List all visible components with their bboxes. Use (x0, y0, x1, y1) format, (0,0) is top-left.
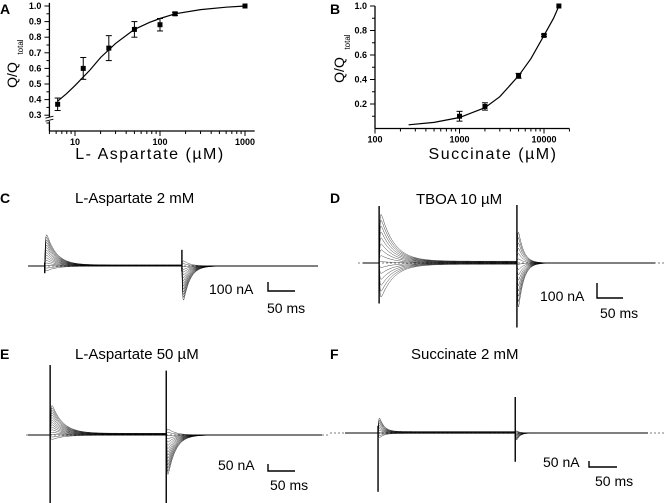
current-trace (28, 249, 318, 284)
data-point (80, 65, 86, 71)
y-tick-label: 1.0 (29, 1, 42, 11)
x-tick-label: 10 (70, 137, 80, 147)
panel-f-scale-x-label: 50 ms (595, 473, 633, 489)
current-trace (363, 231, 655, 298)
panel-a-axes: 10 100 1000 0.3 0.4 0.5 0.6 0.7 0.8 0.9 1.0 (29, 1, 255, 147)
data-point (556, 3, 562, 9)
panel-a: A 10 100 1000 0.3 0.4 0.5 0.6 0.7 0.8 0.9 1.0 L- A… (0, 1, 255, 163)
axis-break-gap (46, 117, 53, 122)
x-tick-label: 1000 (449, 135, 469, 145)
data-point (172, 11, 178, 17)
current-trace (345, 419, 648, 440)
y-tick-label: 0.6 (354, 50, 367, 60)
panel-b-marks (408, 3, 562, 126)
y-tick-label: 0.5 (29, 79, 42, 89)
data-point (131, 26, 137, 32)
panel-d: D TBOA 10 µM 100 nA 50 ms (330, 190, 664, 328)
y-tick-label: 0.9 (29, 17, 42, 27)
current-trace (28, 405, 322, 475)
current-trace (28, 412, 322, 466)
current-trace (28, 237, 318, 298)
data-point (516, 73, 522, 79)
current-trace (28, 419, 322, 456)
x-tick-label: 10000 (531, 135, 556, 145)
panel-b: B 100 1000 10000 0.2 0.4 0.6 0.8 1.0 Succinate … (330, 1, 570, 163)
panel-letter-e: E (0, 346, 9, 362)
y-tick-label: 0.4 (29, 95, 42, 105)
axis-break-mark (45, 115, 54, 119)
panel-e-title: L-Aspartate 50 µM (75, 346, 199, 363)
panel-c-title: L-Aspartate 2 mM (75, 190, 194, 207)
panel-c-scale-y-label: 100 nA (209, 281, 254, 297)
scale-bar (588, 461, 617, 468)
panel-a-ylabel: Q/Q (4, 62, 20, 88)
panel-a-marks (54, 3, 248, 112)
data-point (55, 101, 61, 107)
y-tick-label: 0.3 (29, 110, 42, 120)
scale-bar (267, 282, 295, 292)
x-tick-label: 1000 (235, 137, 255, 147)
panel-b-ylabel: Q/Q (331, 57, 347, 83)
panel-a-x-axis-title: L- Aspartate (µM) (75, 146, 224, 163)
current-trace (28, 242, 318, 293)
panel-a-ylabel-sub: total (16, 39, 25, 54)
panel-letter-b: B (330, 1, 340, 17)
data-point (541, 32, 547, 38)
panel-a-y-axis-title: Q/Q total (4, 39, 25, 88)
x-tick-label: 100 (152, 137, 167, 147)
panel-b-x-axis-title: Succinate (µM) (429, 146, 558, 163)
fit-curve (57, 5, 246, 102)
scale-bar (596, 283, 623, 299)
y-tick-label: 0.6 (29, 63, 42, 73)
x-tick-label: 100 (367, 135, 382, 145)
panel-f: F Succinate 2 mM 50 nA 50 ms (330, 346, 664, 492)
current-trace (28, 239, 318, 295)
panel-b-axes: 100 1000 10000 0.2 0.4 0.6 0.8 1.0 (354, 1, 570, 145)
data-point (482, 103, 488, 109)
panel-d-scale-x-label: 50 ms (600, 305, 638, 321)
y-tick-label: 0.7 (29, 48, 42, 58)
axis-break-mark (45, 118, 54, 122)
y-tick-label: 0.2 (354, 99, 367, 109)
panel-e: E L-Aspartate 50 µM 50 nA 50 ms (0, 346, 330, 503)
panel-f-traces (330, 397, 664, 492)
panel-letter-d: D (330, 190, 340, 206)
panel-b-y-axis-title: Q/Q total (331, 34, 352, 83)
data-point (106, 45, 112, 51)
current-trace (28, 247, 318, 287)
y-tick-label: 0.8 (29, 32, 42, 42)
panel-c: C L-Aspartate 2 mM 100 nA 50 ms (0, 190, 320, 316)
panel-e-scale-x-label: 50 ms (270, 477, 308, 493)
y-tick-label: 0.4 (354, 75, 367, 85)
panel-b-ylabel-sub: total (343, 34, 352, 49)
panel-c-traces (28, 234, 320, 301)
panel-letter-f: F (330, 346, 339, 362)
current-trace (28, 234, 318, 301)
data-point (157, 22, 163, 28)
current-trace (363, 214, 655, 308)
y-tick-label: 1.0 (354, 1, 367, 11)
data-point (457, 113, 462, 119)
panel-e-scale-y-label: 50 nA (218, 457, 255, 473)
current-trace (28, 415, 322, 462)
current-trace (28, 244, 318, 290)
panel-f-scale-y-label: 50 nA (543, 454, 580, 470)
fit-curve (408, 5, 560, 126)
panel-d-traces (358, 205, 664, 328)
panel-c-scale-x-label: 50 ms (267, 300, 305, 316)
y-tick-label: 0.8 (354, 26, 367, 36)
scale-bar (267, 464, 295, 472)
panel-letter-a: A (0, 1, 10, 17)
current-trace (345, 418, 648, 441)
panel-f-title: Succinate 2 mM (411, 346, 519, 363)
panel-d-title: TBOA 10 µM (416, 191, 502, 208)
panel-d-scale-y-label: 100 nA (540, 288, 585, 304)
panel-e-traces (26, 365, 330, 503)
panel-letter-c: C (0, 190, 10, 206)
data-point (242, 3, 248, 9)
